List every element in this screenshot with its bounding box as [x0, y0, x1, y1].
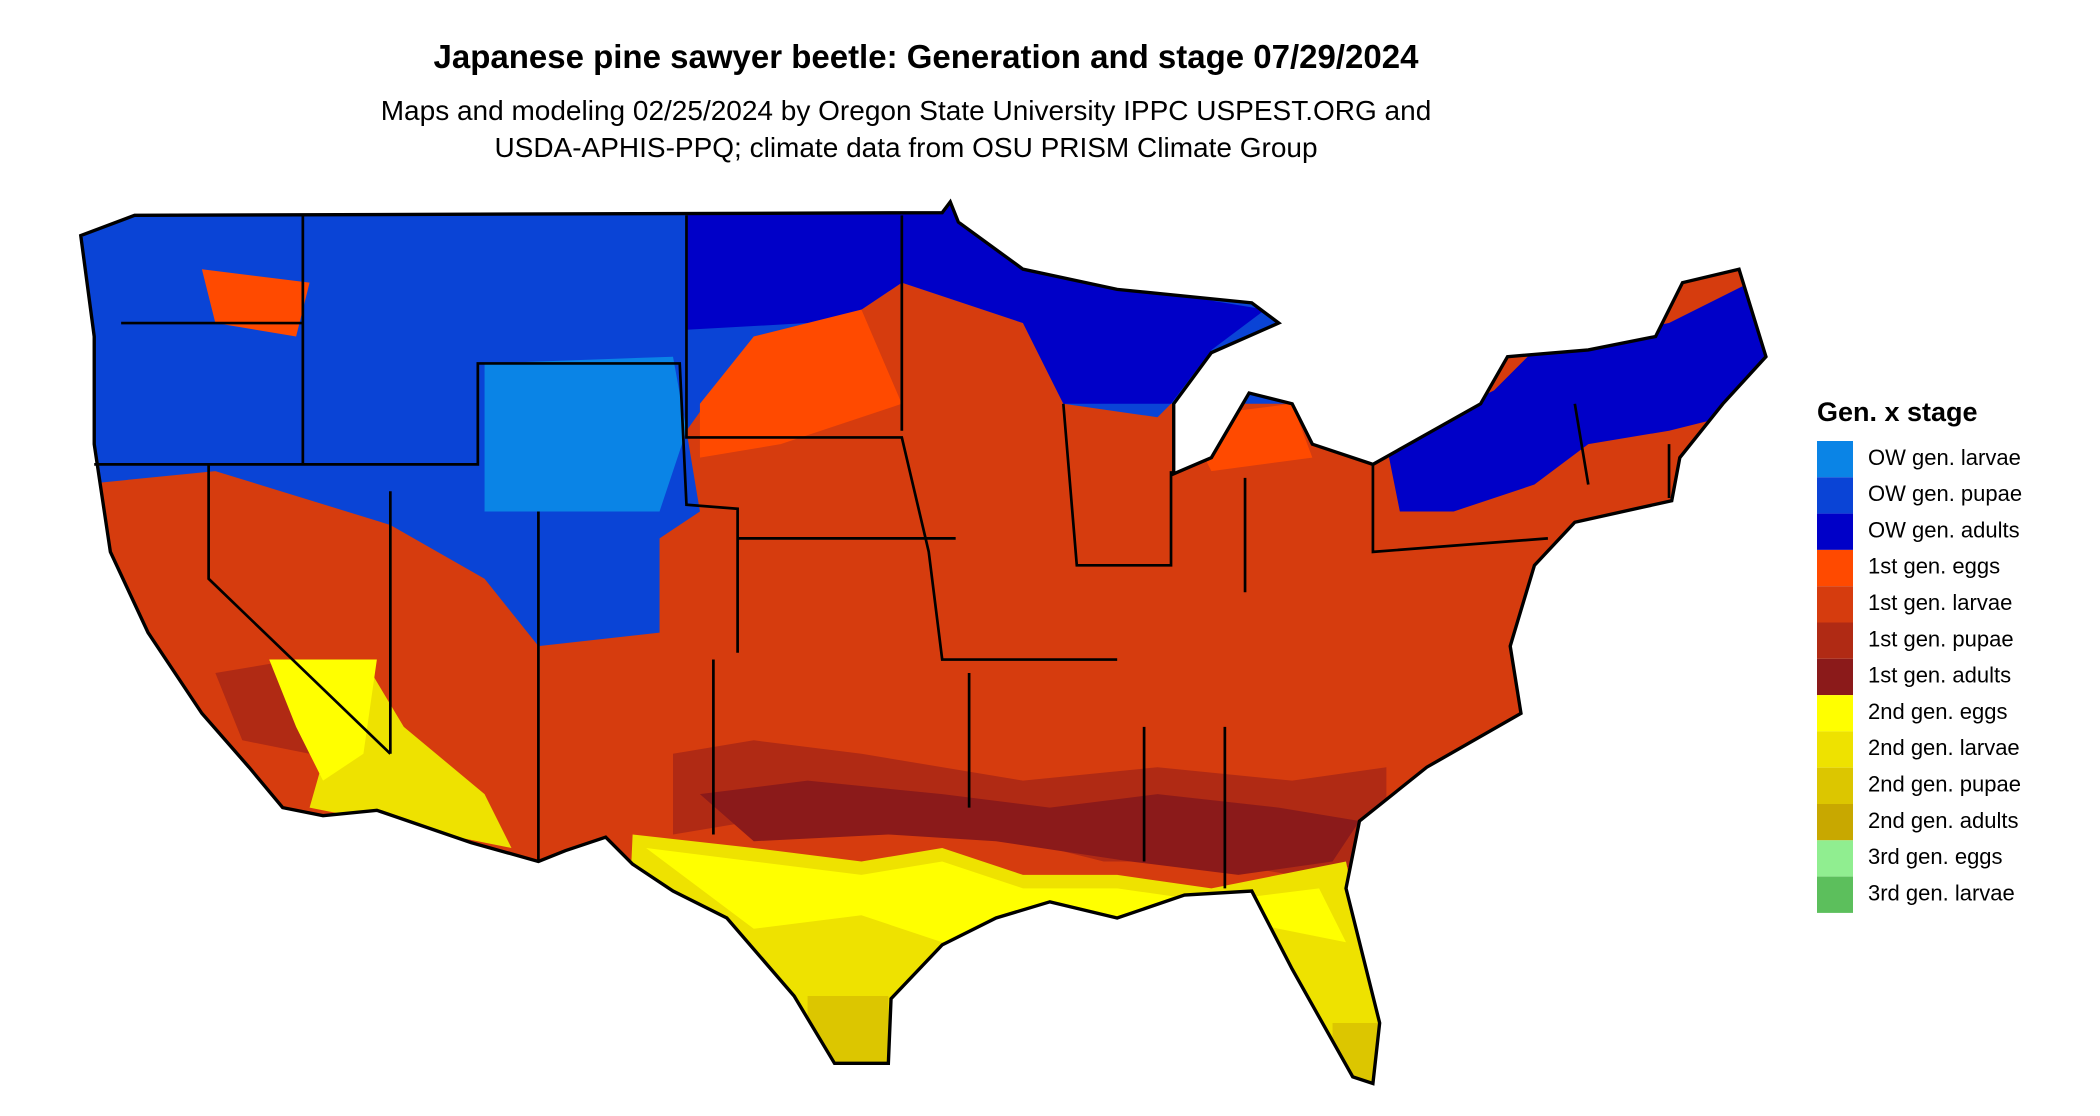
region — [807, 996, 1387, 1084]
state-borders — [94, 215, 1671, 889]
legend-swatch — [1817, 441, 1853, 478]
legend-swatch — [1817, 876, 1853, 913]
legend-label: 1st gen. pupae — [1868, 626, 2014, 651]
legend-swatch — [1817, 622, 1853, 659]
legend-swatch — [1817, 840, 1853, 877]
region — [484, 356, 687, 512]
legend-label: 2nd gen. eggs — [1868, 699, 2007, 724]
title: Japanese pine sawyer beetle: Generation … — [434, 38, 1420, 75]
region — [1386, 269, 1766, 512]
legend-label: 2nd gen. pupae — [1868, 772, 2021, 797]
legend-label: 2nd gen. larvae — [1868, 735, 2020, 760]
region — [699, 780, 1360, 875]
legend-label: 1st gen. eggs — [1868, 554, 2000, 579]
subtitle: Maps and modeling 02/25/2024 by Oregon S… — [381, 95, 1432, 126]
legend-swatch — [1817, 804, 1853, 841]
legend-label: OW gen. larvae — [1868, 445, 2021, 470]
legend-swatch — [1817, 586, 1853, 623]
legend-label: 2nd gen. adults — [1868, 808, 2018, 833]
legend-label: OW gen. adults — [1868, 517, 2020, 542]
legend-label: 1st gen. larvae — [1868, 590, 2012, 615]
legend: OW gen. larvae OW gen. pupae OW gen. adult… — [1817, 441, 2022, 913]
region — [201, 269, 1313, 472]
legend-swatch — [1817, 549, 1853, 587]
legend-swatch — [1817, 695, 1853, 732]
legend-label: OW gen. pupae — [1868, 481, 2022, 506]
subtitle: USDA-APHIS-PPQ; climate data from OSU PR… — [494, 132, 1317, 163]
legend-label: 3rd gen. eggs — [1868, 844, 2003, 869]
legend-swatch — [1817, 477, 1853, 514]
legend-label: 1st gen. adults — [1868, 663, 2011, 688]
region — [686, 201, 1266, 404]
legend-swatch — [1817, 767, 1853, 804]
legend-swatch — [1817, 513, 1853, 550]
legend-swatch — [1817, 658, 1853, 696]
legend-swatch — [1817, 731, 1853, 768]
legend-label: 3rd gen. larvae — [1868, 880, 2015, 905]
legend-title: Gen. x stage — [1817, 397, 1978, 427]
